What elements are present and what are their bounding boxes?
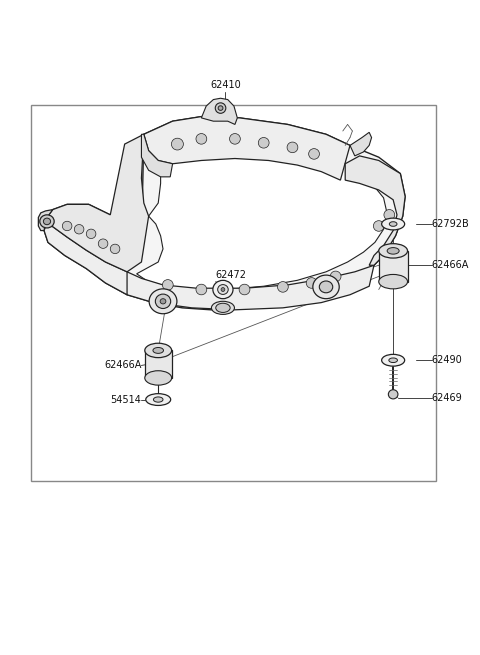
Text: 54514: 54514: [110, 394, 142, 405]
Ellipse shape: [258, 138, 269, 148]
Ellipse shape: [98, 239, 108, 248]
Ellipse shape: [382, 218, 405, 230]
Polygon shape: [44, 117, 405, 310]
Ellipse shape: [145, 371, 172, 385]
Ellipse shape: [217, 284, 228, 295]
Ellipse shape: [216, 303, 230, 312]
Ellipse shape: [149, 289, 177, 314]
Ellipse shape: [382, 354, 405, 366]
Ellipse shape: [218, 106, 223, 111]
Ellipse shape: [62, 221, 72, 231]
Polygon shape: [202, 98, 237, 124]
Ellipse shape: [229, 134, 240, 144]
Ellipse shape: [389, 358, 397, 363]
Ellipse shape: [387, 248, 399, 254]
Ellipse shape: [74, 225, 84, 234]
Ellipse shape: [160, 299, 166, 304]
Ellipse shape: [319, 281, 333, 293]
Polygon shape: [46, 134, 149, 272]
Ellipse shape: [171, 138, 183, 150]
Text: 62469: 62469: [432, 392, 462, 403]
Ellipse shape: [309, 149, 319, 159]
Ellipse shape: [146, 394, 171, 405]
Ellipse shape: [156, 294, 171, 309]
Text: 62792B: 62792B: [432, 219, 469, 229]
Ellipse shape: [213, 280, 233, 299]
Polygon shape: [145, 350, 172, 378]
Ellipse shape: [330, 271, 341, 282]
Polygon shape: [44, 223, 127, 295]
Text: 62490: 62490: [432, 355, 462, 365]
Ellipse shape: [388, 390, 398, 399]
Text: 62472: 62472: [216, 271, 247, 280]
Polygon shape: [142, 134, 173, 177]
Text: 62466A: 62466A: [432, 260, 469, 271]
Ellipse shape: [40, 215, 54, 228]
Ellipse shape: [379, 274, 408, 289]
Ellipse shape: [389, 221, 397, 227]
Ellipse shape: [86, 229, 96, 238]
Ellipse shape: [196, 134, 207, 144]
Ellipse shape: [162, 280, 173, 290]
Polygon shape: [345, 156, 405, 265]
Ellipse shape: [43, 218, 50, 225]
Ellipse shape: [154, 397, 163, 402]
Polygon shape: [144, 117, 350, 180]
Ellipse shape: [145, 343, 172, 358]
Polygon shape: [38, 210, 53, 231]
Bar: [31, 105, 436, 481]
Polygon shape: [120, 265, 374, 310]
Text: 62410: 62410: [210, 81, 240, 90]
Polygon shape: [137, 134, 387, 290]
Ellipse shape: [373, 221, 384, 231]
Ellipse shape: [211, 301, 234, 314]
Ellipse shape: [110, 244, 120, 253]
Ellipse shape: [384, 210, 395, 220]
Ellipse shape: [221, 288, 225, 291]
Ellipse shape: [313, 275, 339, 299]
Ellipse shape: [196, 284, 207, 295]
Ellipse shape: [153, 347, 164, 354]
Polygon shape: [379, 251, 408, 282]
Ellipse shape: [215, 103, 226, 113]
Ellipse shape: [239, 284, 250, 295]
Ellipse shape: [277, 282, 288, 292]
Text: 62466A: 62466A: [104, 360, 142, 371]
Ellipse shape: [306, 278, 317, 288]
Ellipse shape: [287, 142, 298, 153]
Polygon shape: [350, 132, 372, 156]
Ellipse shape: [379, 244, 408, 258]
